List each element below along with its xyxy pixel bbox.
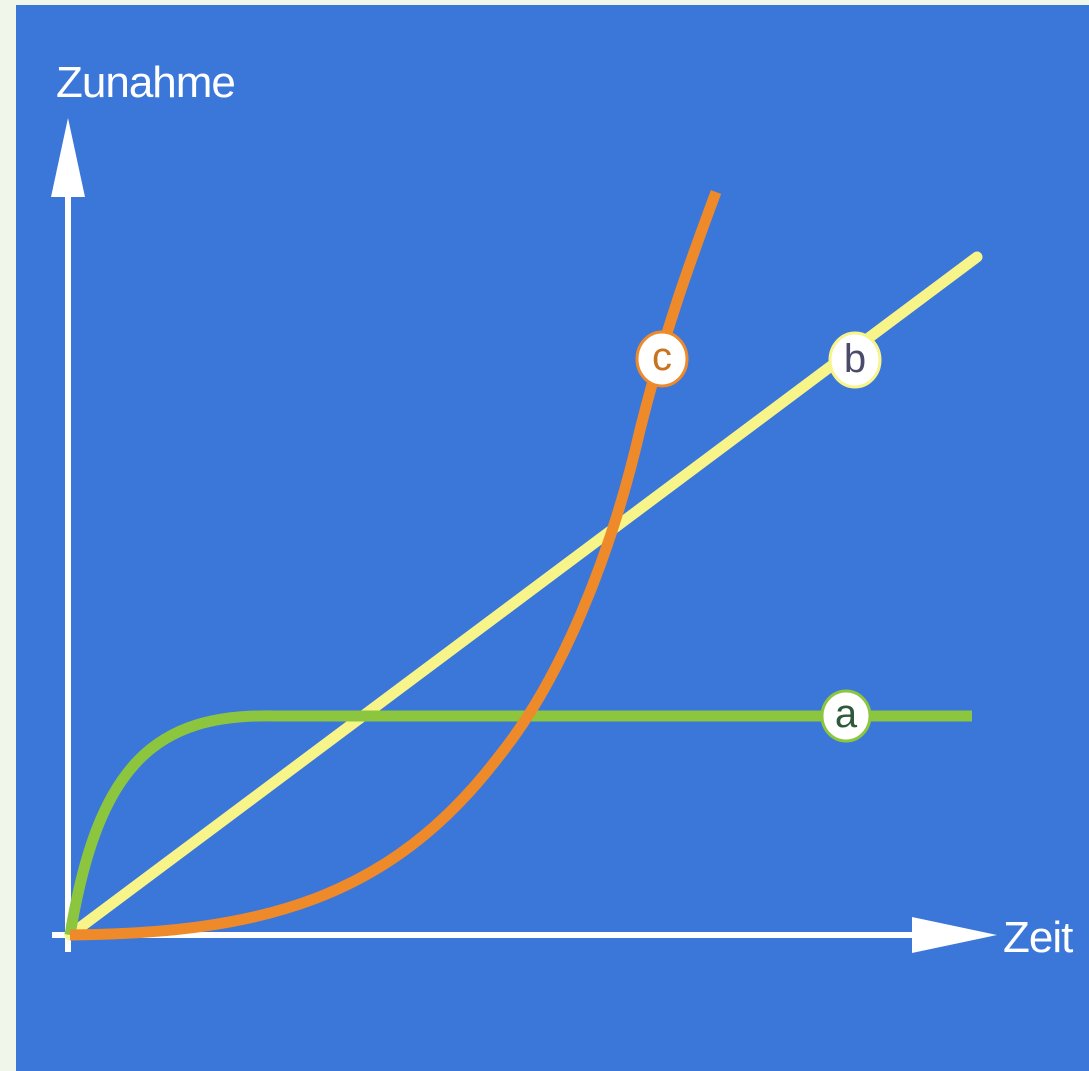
curve-c-badge: c [635, 330, 689, 388]
x-axis-arrowhead [912, 917, 997, 953]
curve-a-badge: a [820, 689, 872, 743]
curve-b-badge-circle [828, 331, 882, 389]
y-axis-label: Zunahme [56, 58, 235, 107]
curve-a-label: a [835, 692, 858, 736]
diagram-background-panel [16, 5, 1089, 1071]
y-axis-arrowhead [51, 118, 85, 197]
curve-a-saturating [64, 710, 972, 936]
curve-c-exponential [69, 190, 722, 941]
curve-b-badge: b [828, 331, 882, 389]
curve-b-linear [64, 251, 983, 941]
curve-a-badge-circle [820, 689, 872, 743]
curve-c-badge-circle [635, 330, 689, 388]
x-axis-label: Zeit [1003, 913, 1073, 962]
curve-c-label: c [652, 335, 672, 379]
axes [51, 118, 997, 953]
curve-b-label: b [844, 337, 866, 381]
